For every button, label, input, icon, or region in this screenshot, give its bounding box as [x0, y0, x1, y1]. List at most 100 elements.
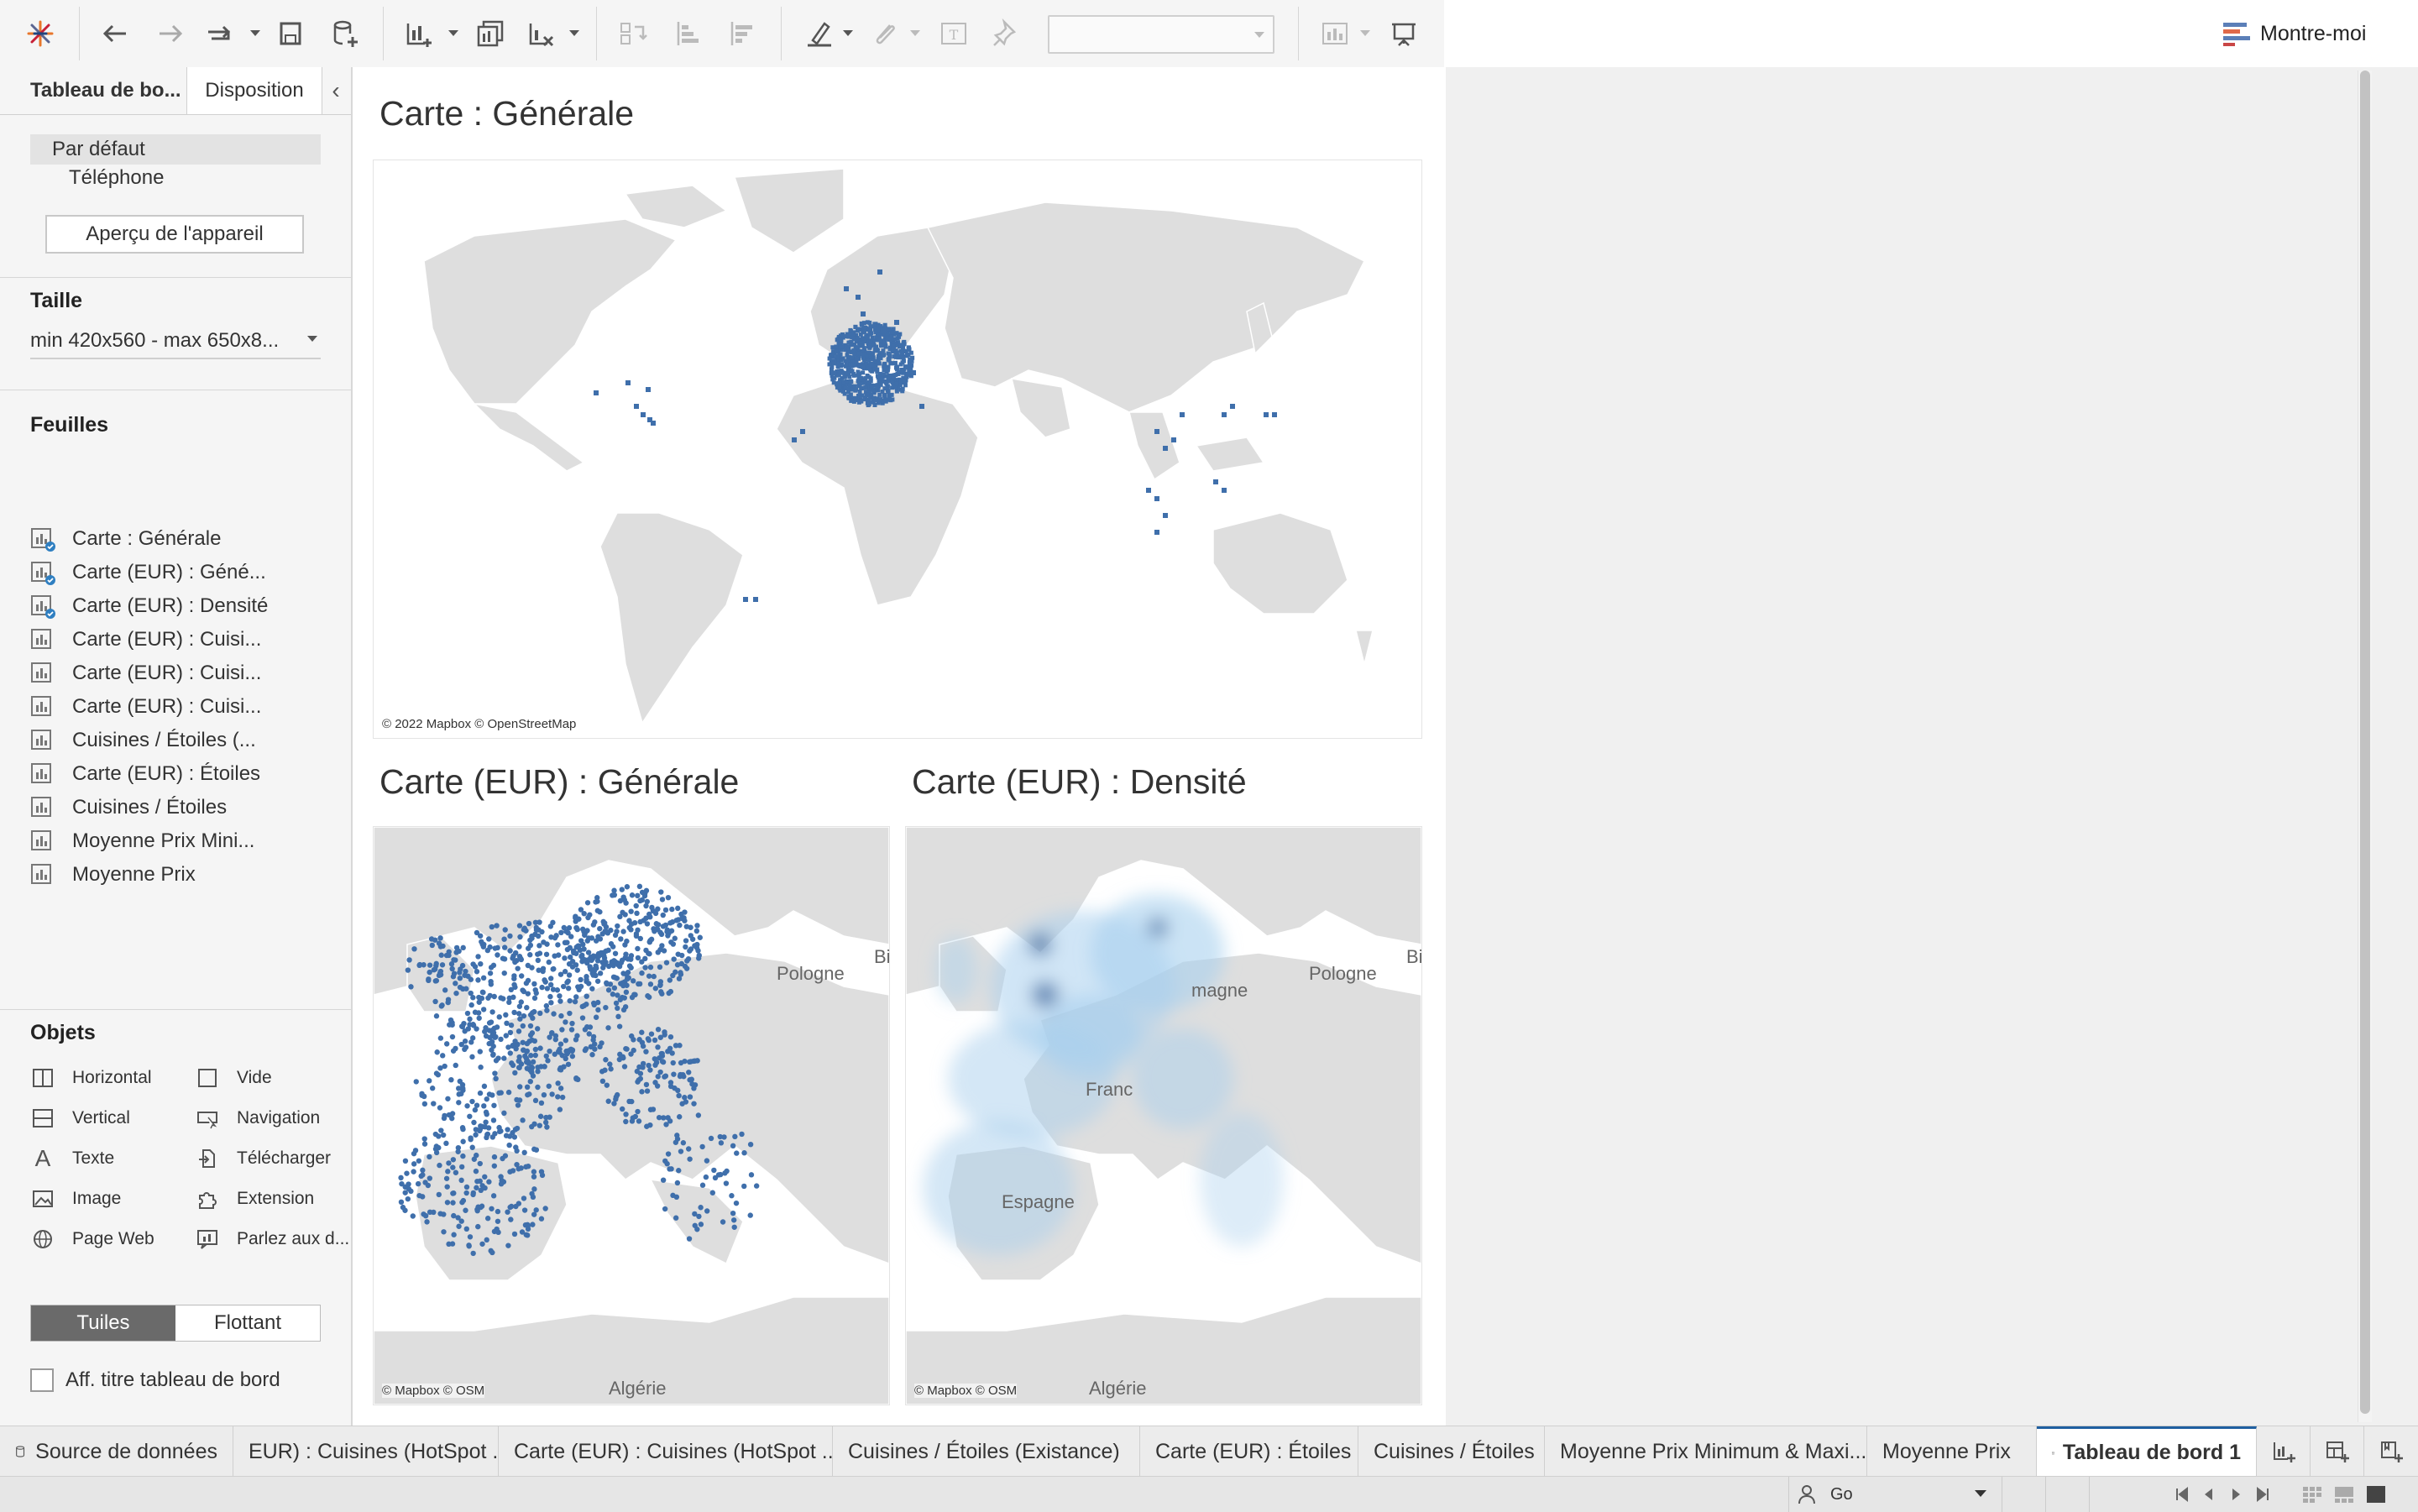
map-point[interactable] — [894, 389, 899, 394]
map-point[interactable] — [857, 364, 862, 369]
map-point[interactable] — [601, 962, 607, 968]
map-point[interactable] — [490, 1193, 497, 1199]
object-extension[interactable]: Extension — [195, 1182, 314, 1216]
map-point[interactable] — [533, 924, 539, 931]
map-point[interactable] — [682, 1095, 688, 1101]
map-point[interactable] — [677, 1043, 683, 1049]
map-point[interactable] — [491, 1154, 498, 1160]
map-point[interactable] — [871, 388, 876, 393]
map-point[interactable] — [678, 1148, 684, 1154]
map-point[interactable] — [665, 1115, 671, 1121]
map-point[interactable] — [474, 1185, 479, 1190]
map-point[interactable] — [656, 1114, 662, 1121]
map-point[interactable] — [901, 370, 906, 375]
map-point[interactable] — [506, 1133, 513, 1139]
map-point[interactable] — [682, 963, 688, 970]
map-point[interactable] — [865, 338, 870, 343]
map-point[interactable] — [856, 351, 861, 356]
map-point[interactable] — [567, 1010, 573, 1017]
map-point[interactable] — [901, 379, 906, 385]
map-point[interactable] — [874, 344, 879, 349]
map-point[interactable] — [518, 999, 524, 1005]
map-point[interactable] — [665, 1151, 672, 1157]
map-point[interactable] — [866, 327, 871, 332]
map-point[interactable] — [512, 1039, 518, 1044]
map-point[interactable] — [488, 981, 495, 987]
map-point[interactable] — [490, 1117, 497, 1123]
map-point[interactable] — [851, 348, 856, 353]
map-point[interactable] — [631, 920, 638, 926]
map-point[interactable] — [507, 948, 513, 954]
map-point[interactable] — [639, 1039, 646, 1046]
map-point[interactable] — [493, 1033, 499, 1040]
map-point[interactable] — [525, 991, 531, 997]
map-point[interactable] — [844, 364, 849, 369]
map-point[interactable] — [850, 332, 856, 337]
map-point[interactable] — [851, 337, 856, 342]
map-point[interactable] — [568, 1046, 574, 1052]
map-point[interactable] — [671, 956, 677, 962]
map-point[interactable] — [687, 1094, 693, 1100]
map-point[interactable] — [557, 993, 563, 999]
map-point[interactable] — [433, 977, 440, 984]
map-point[interactable] — [569, 959, 576, 965]
object-vertical[interactable]: Vertical — [30, 1101, 130, 1135]
map-point[interactable] — [512, 959, 518, 965]
map-point[interactable] — [837, 385, 842, 390]
map-point[interactable] — [840, 344, 845, 349]
map-point[interactable] — [547, 981, 554, 988]
map-point[interactable] — [474, 969, 480, 975]
map-point[interactable] — [471, 1119, 477, 1126]
map-point[interactable] — [589, 1052, 595, 1058]
map-point[interactable] — [859, 321, 864, 326]
map-point[interactable] — [830, 377, 835, 382]
map-point[interactable] — [610, 991, 616, 997]
map-point[interactable] — [644, 1088, 651, 1094]
map-point[interactable] — [460, 1153, 466, 1159]
map-point[interactable] — [861, 380, 866, 385]
map-point[interactable] — [573, 994, 579, 1000]
map-point[interactable] — [479, 995, 485, 1002]
map-point[interactable] — [542, 1119, 549, 1126]
map-point[interactable] — [565, 1061, 572, 1067]
map-point[interactable] — [483, 1025, 489, 1031]
map-point[interactable] — [521, 1047, 526, 1053]
map-point[interactable] — [881, 353, 886, 358]
map-point[interactable] — [535, 957, 542, 964]
map-point[interactable] — [613, 1094, 620, 1100]
map-point[interactable] — [856, 356, 861, 361]
map-point[interactable] — [675, 1087, 681, 1094]
map-point[interactable] — [720, 1219, 726, 1225]
map-point[interactable] — [866, 358, 871, 363]
sheet-list-item[interactable]: Carte (EUR) : Cuisi... — [30, 625, 261, 655]
map-point[interactable] — [456, 1223, 462, 1229]
group-dropdown-icon[interactable] — [910, 30, 920, 36]
map-point[interactable] — [882, 340, 887, 345]
map-point[interactable] — [477, 1090, 484, 1096]
last-sheet-icon[interactable] — [2253, 1485, 2272, 1504]
map-point[interactable] — [578, 976, 584, 983]
map-point[interactable] — [660, 1177, 667, 1183]
map-point[interactable] — [438, 1003, 445, 1009]
map-point[interactable] — [836, 360, 841, 365]
map-point[interactable] — [538, 1216, 545, 1222]
map-point[interactable] — [885, 329, 890, 334]
map-point[interactable] — [456, 1086, 462, 1091]
map-point[interactable] — [836, 342, 841, 347]
map-point[interactable] — [495, 1218, 501, 1224]
map-point[interactable] — [573, 962, 579, 968]
map-point[interactable] — [413, 1079, 419, 1085]
map-point[interactable] — [840, 332, 845, 337]
map-point[interactable] — [908, 366, 913, 371]
map-point[interactable] — [588, 1044, 594, 1050]
map-point[interactable] — [458, 1177, 464, 1184]
map-point[interactable] — [451, 971, 458, 976]
map-point[interactable] — [1230, 404, 1235, 409]
map-point[interactable] — [901, 375, 906, 380]
map-point[interactable] — [655, 1026, 662, 1033]
map-point[interactable] — [531, 1174, 537, 1180]
map-point[interactable] — [563, 1019, 568, 1025]
map-point[interactable] — [568, 1027, 575, 1033]
map-point[interactable] — [420, 1172, 426, 1178]
map-point[interactable] — [699, 1182, 706, 1188]
